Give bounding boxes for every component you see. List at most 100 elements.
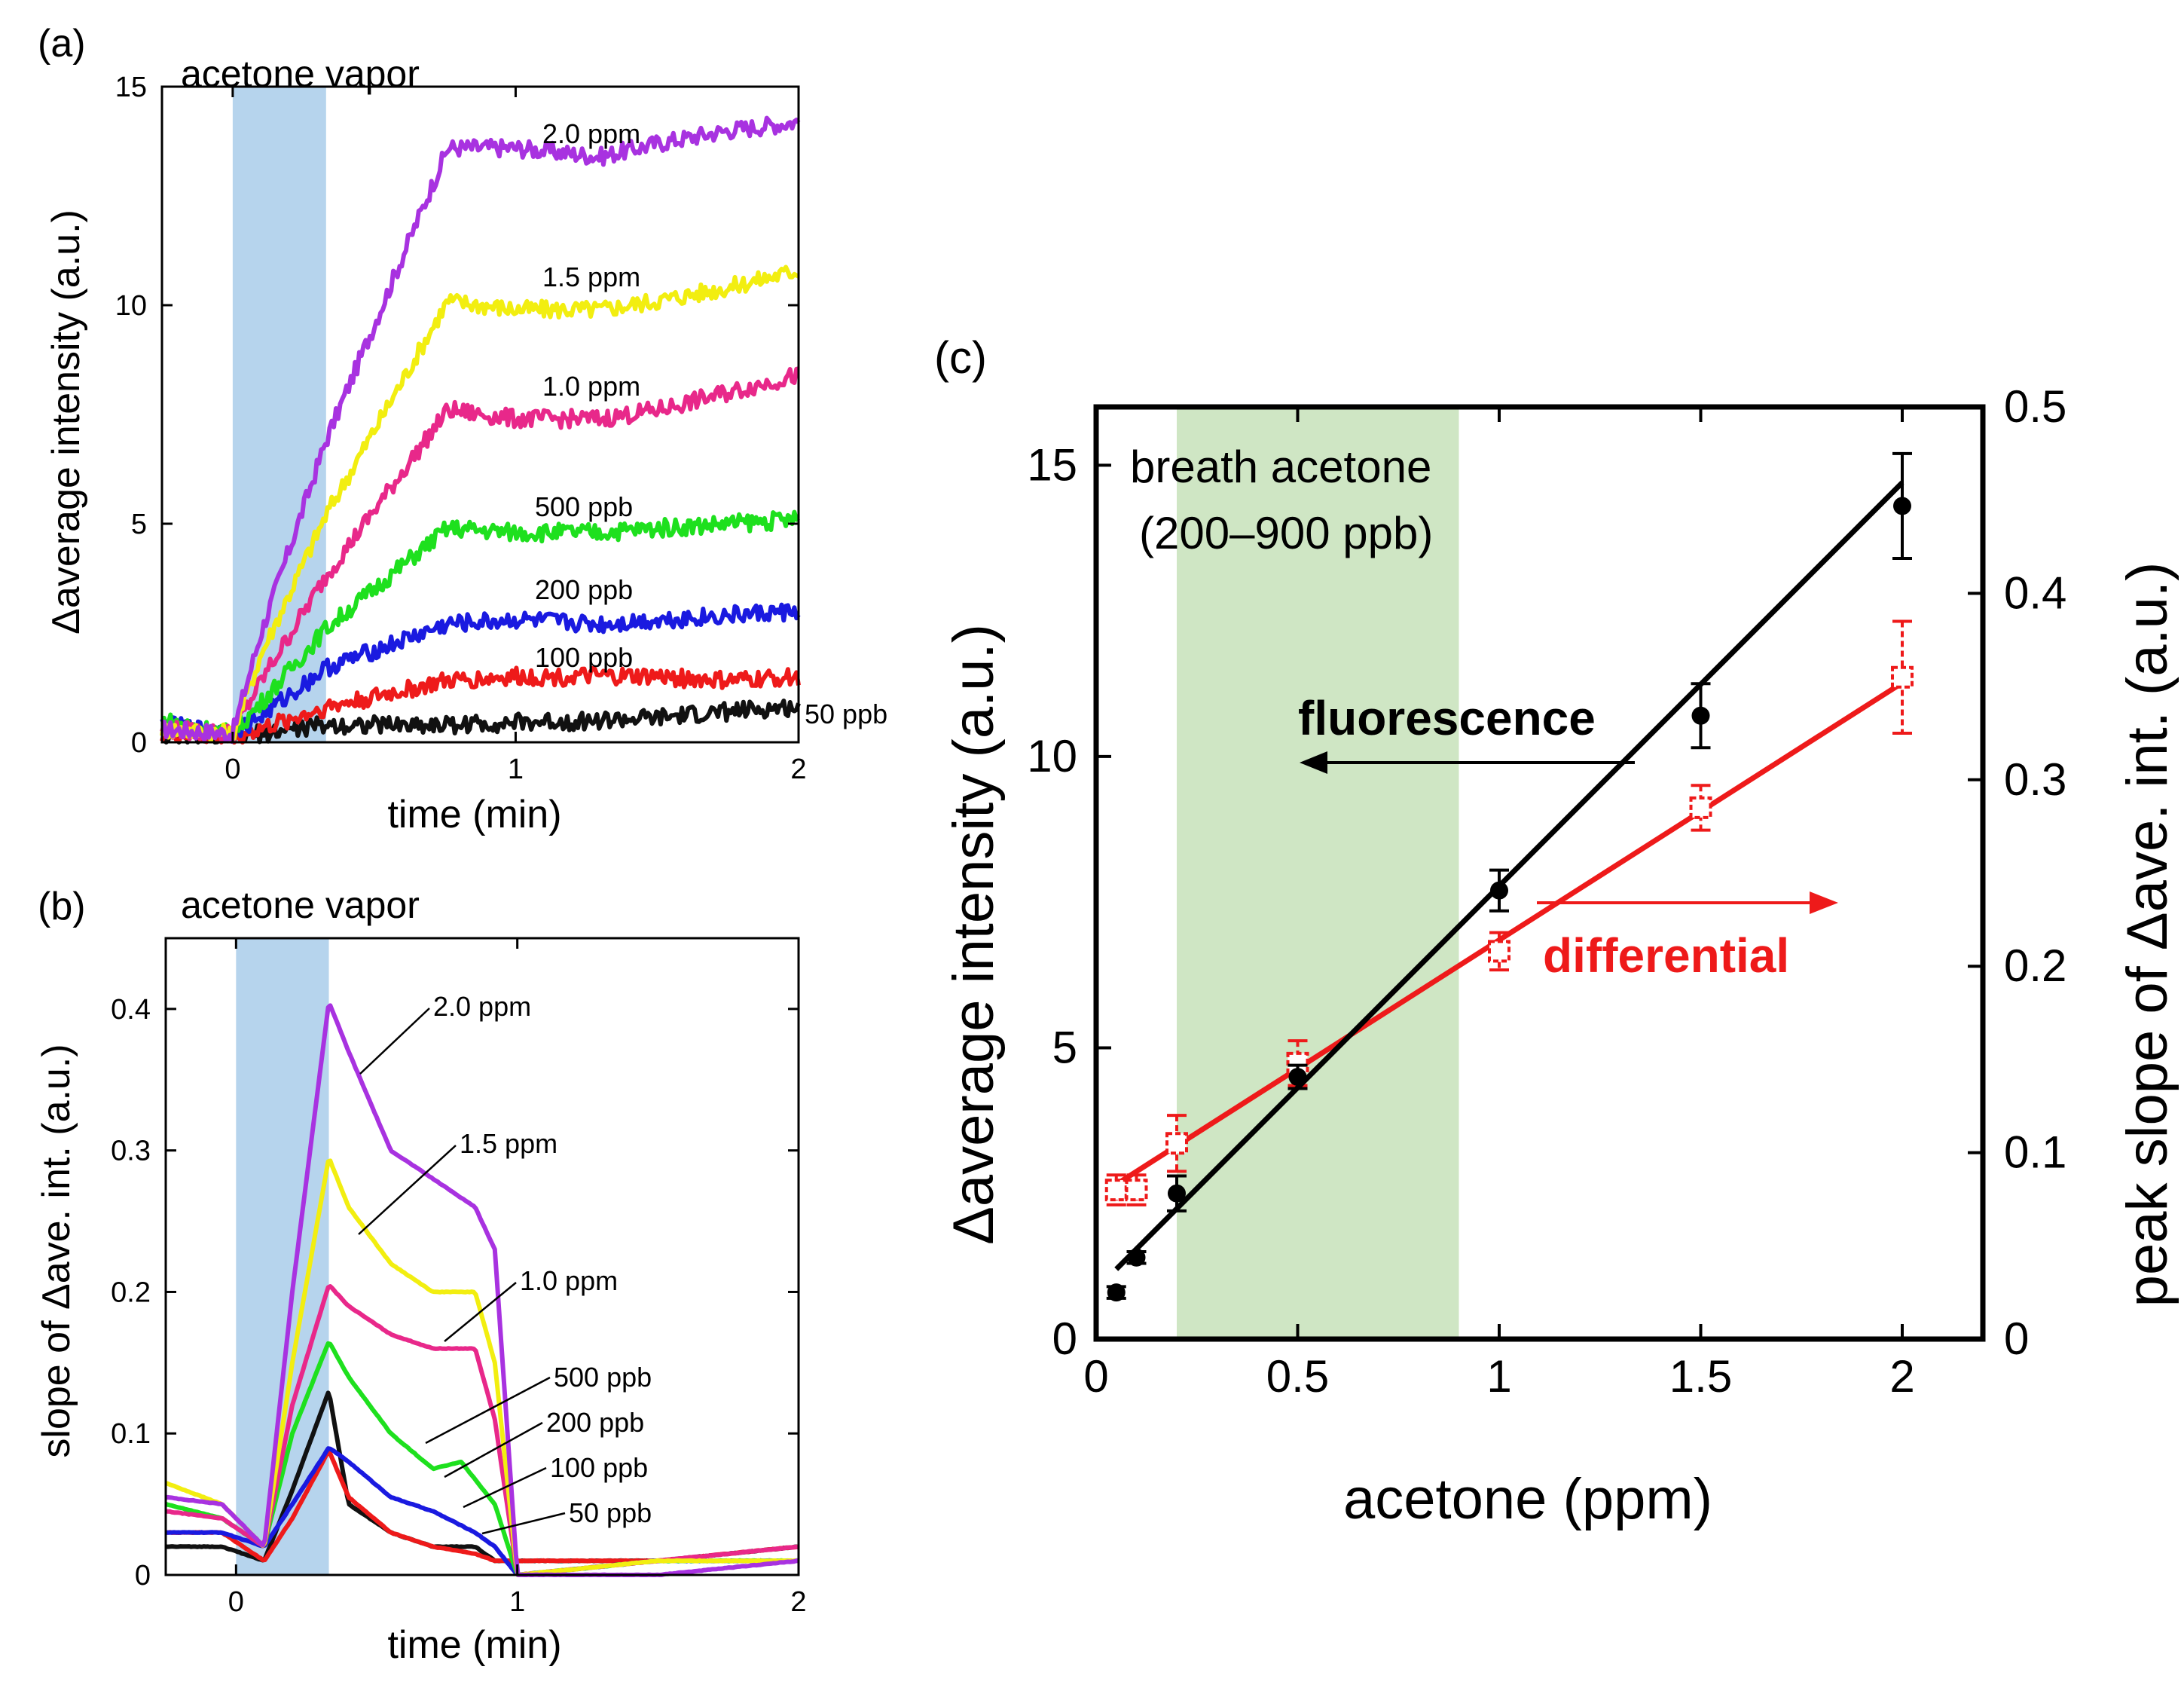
panel-c-annotation-line-2: (200–900 ppb) bbox=[1139, 508, 1433, 558]
y2-tick-label: 0 bbox=[2004, 1313, 2029, 1364]
series-label: 100 ppb bbox=[535, 642, 633, 673]
y2-tick-label: 0.3 bbox=[2004, 754, 2066, 805]
y-tick-label: 15 bbox=[115, 72, 147, 103]
fluorescence-point bbox=[1893, 497, 1911, 515]
panel-b-ticks: 0 1 2 0 0.1 0.2 0.3 0.4 bbox=[111, 938, 807, 1618]
y2-tick-label: 0.5 bbox=[2004, 381, 2066, 432]
x-tick-label: 0.5 bbox=[1266, 1351, 1329, 1402]
x-tick-label: 1.5 bbox=[1669, 1351, 1732, 1402]
series-label: 1.5 ppm bbox=[460, 1128, 557, 1159]
y-tick-label: 10 bbox=[115, 290, 147, 322]
fluorescence-point bbox=[1288, 1068, 1307, 1087]
panel-a-label: (a) bbox=[38, 22, 86, 66]
panel-b-annotation: acetone vapor bbox=[181, 884, 420, 926]
series-line-2-0-ppm bbox=[161, 115, 801, 745]
x-tick-label: 0 bbox=[225, 754, 240, 785]
panel-c-ticks: 0 0.5 1 1.5 2 0 5 10 15 0 0.1 0.2 0.3 0.4 0.5 bbox=[1027, 381, 2066, 1402]
panel-a-series-labels: 2.0 ppm 1.5 ppm 1.0 ppm 500 ppb 200 ppb 100 p… bbox=[535, 118, 887, 729]
leader-line bbox=[463, 1466, 547, 1509]
panel-c-annotation-line-1: breath acetone bbox=[1130, 442, 1431, 492]
panel-b-series-labels: 2.0 ppm 1.5 ppm 1.0 ppm 500 ppb 200 ppb 100 p… bbox=[358, 991, 652, 1535]
differential-point bbox=[1689, 796, 1712, 819]
x-tick-label: 2 bbox=[1889, 1351, 1914, 1402]
y2-tick-label: 0.1 bbox=[2004, 1127, 2066, 1178]
y-tick-label: 0.2 bbox=[111, 1277, 151, 1308]
x-tick-label: 0 bbox=[1083, 1351, 1108, 1402]
fluorescence-point bbox=[1127, 1248, 1146, 1267]
series-line-1-0-ppm bbox=[160, 366, 799, 742]
fluorescence-point bbox=[1490, 881, 1508, 900]
series-label: 500 ppb bbox=[535, 491, 633, 522]
panel-a-ylabel: Δaverage intensity (a.u.) bbox=[44, 209, 88, 635]
panel-c-label: (c) bbox=[934, 332, 987, 383]
differential-point bbox=[1891, 665, 1914, 689]
panel-c-xlabel: acetone (ppm) bbox=[1343, 1467, 1712, 1531]
leader-line bbox=[359, 1008, 430, 1075]
series-label: 100 ppb bbox=[550, 1452, 648, 1483]
x-tick-label: 1 bbox=[509, 1586, 525, 1618]
fluorescence-point bbox=[1107, 1283, 1126, 1302]
y-tick-label: 0.3 bbox=[111, 1136, 151, 1167]
series-line-500-ppb bbox=[161, 509, 800, 743]
panel-b-ylabel: slope of Δave. int. (a.u.) bbox=[35, 1044, 78, 1457]
panel-c-plot-frame bbox=[1093, 404, 1986, 1342]
y-tick-label: 5 bbox=[1052, 1022, 1077, 1072]
differential-point bbox=[1104, 1179, 1128, 1202]
y-tick-label: 5 bbox=[131, 509, 147, 540]
series-label: 200 ppb bbox=[535, 574, 633, 605]
differential-point bbox=[1165, 1132, 1188, 1155]
fluorescence-point bbox=[1168, 1184, 1186, 1203]
panel-b-plot-frame bbox=[164, 937, 800, 1576]
y-tick-label: 15 bbox=[1027, 439, 1077, 490]
panel-c-y2label: peak slope of Δave. int. (a.u.) bbox=[2115, 562, 2179, 1307]
fluorescence-arrow-head bbox=[1300, 751, 1327, 774]
y-tick-label: 0.1 bbox=[111, 1418, 151, 1450]
series-label: 2.0 ppm bbox=[542, 118, 640, 149]
panel-b-label: (b) bbox=[38, 885, 86, 928]
series-label: 50 ppb bbox=[569, 1497, 652, 1528]
differential-point bbox=[1488, 940, 1510, 963]
series-label: 1.0 ppm bbox=[520, 1265, 618, 1296]
series-label: 1.5 ppm bbox=[542, 261, 640, 292]
series-label: 200 ppb bbox=[546, 1407, 644, 1438]
panel-c-breath-band bbox=[1177, 407, 1459, 1339]
differential-arrow-head bbox=[1810, 891, 1838, 914]
differential-point bbox=[1125, 1179, 1148, 1202]
y-tick-label: 0.4 bbox=[111, 994, 151, 1026]
y2-tick-label: 0.2 bbox=[2004, 940, 2066, 991]
y-tick-label: 0 bbox=[135, 1560, 151, 1592]
series-label: 500 ppb bbox=[554, 1362, 652, 1393]
series-label: 2.0 ppm bbox=[433, 991, 531, 1022]
x-tick-label: 1 bbox=[1486, 1351, 1511, 1402]
panel-a-exposure-band bbox=[232, 87, 326, 742]
x-tick-label: 2 bbox=[790, 754, 806, 785]
leader-line bbox=[444, 1282, 517, 1342]
fluorescence-fit-line bbox=[1114, 481, 1905, 1271]
leader-line bbox=[444, 1421, 543, 1478]
series-line-1-5-ppm bbox=[160, 265, 800, 744]
y-tick-label: 0 bbox=[1052, 1313, 1077, 1364]
panel-c: (c) breath acetone (200–900 ppb) fluores… bbox=[934, 332, 2179, 1531]
panel-c-series bbox=[1104, 451, 1914, 1302]
panel-c-ylabel: Δaverage intensity (a.u.) bbox=[942, 624, 1006, 1245]
y-tick-label: 10 bbox=[1027, 731, 1077, 781]
panel-a-xlabel: time (min) bbox=[387, 793, 561, 836]
differential-series-label: differential bbox=[1543, 928, 1789, 983]
panel-b-series bbox=[164, 1003, 799, 1577]
y-tick-label: 0 bbox=[131, 727, 147, 759]
series-line-2-0-ppm bbox=[165, 1003, 799, 1577]
series-label: 50 ppb bbox=[805, 699, 887, 729]
fluorescence-series-label: fluorescence bbox=[1298, 691, 1596, 745]
fluorescence-point bbox=[1691, 706, 1710, 725]
panel-b: (b) acetone vapor 2.0 ppm 1.5 ppm 1.0 ppm 5… bbox=[35, 884, 807, 1667]
leader-line bbox=[481, 1512, 566, 1535]
panel-a-plot-frame bbox=[160, 85, 800, 744]
panel-a-ticks: 0 1 2 0 5 10 15 bbox=[115, 72, 807, 785]
x-tick-label: 0 bbox=[228, 1586, 244, 1618]
x-tick-label: 2 bbox=[790, 1586, 806, 1618]
x-tick-label: 1 bbox=[508, 754, 524, 785]
differential-fit-line bbox=[1114, 680, 1904, 1187]
series-line-100-ppb bbox=[160, 665, 801, 745]
